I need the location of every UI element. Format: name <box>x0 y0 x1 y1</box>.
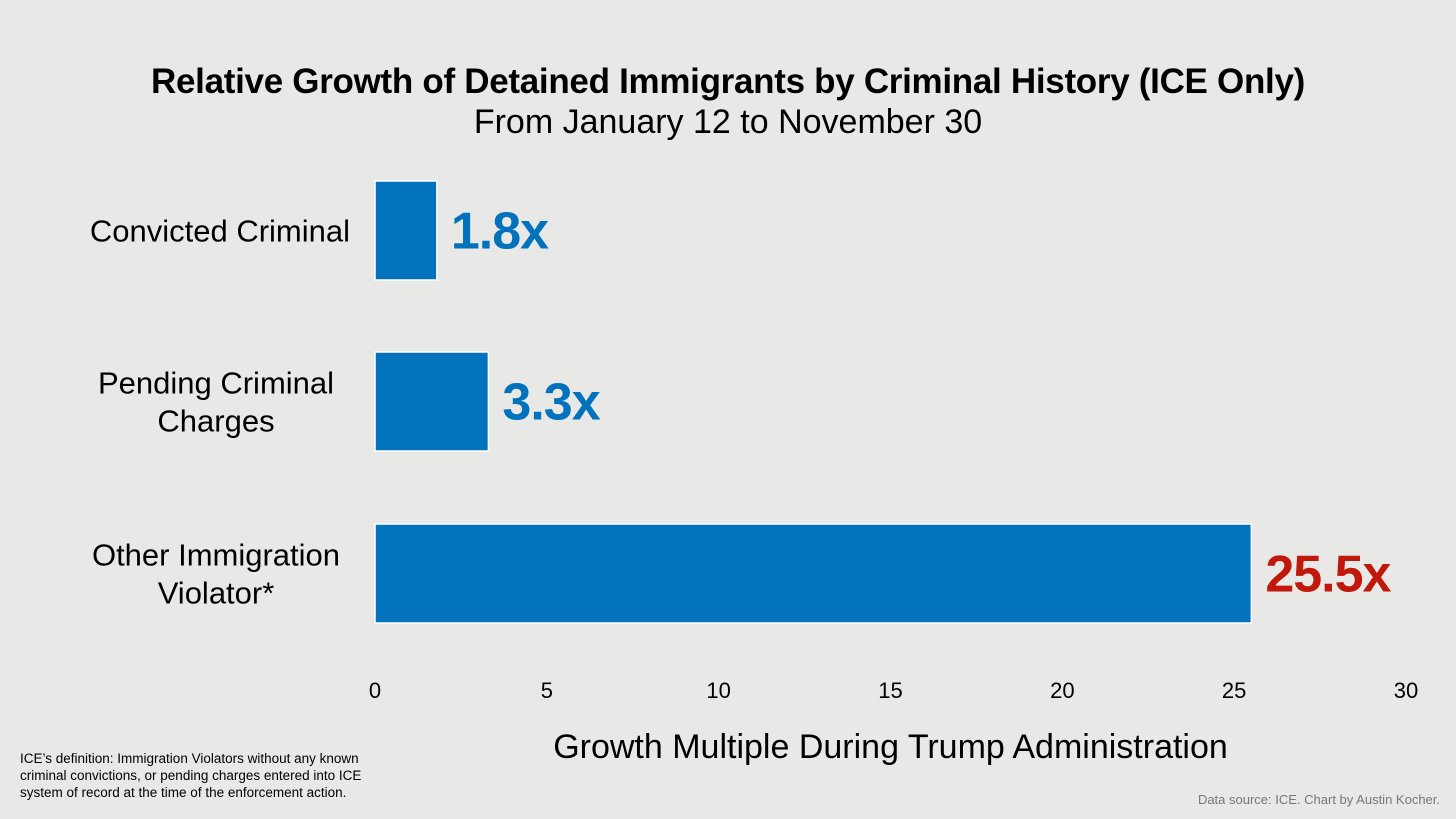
bar <box>374 351 490 452</box>
chart-title: Relative Growth of Detained Immigrants b… <box>151 62 1305 101</box>
x-tick-label: 10 <box>706 678 730 703</box>
category-label: Violator* <box>158 576 275 611</box>
category-label: Pending Criminal <box>98 366 334 401</box>
x-tick-label: 30 <box>1394 678 1418 703</box>
value-label: 1.8x <box>451 203 549 261</box>
chart-subtitle: From January 12 to November 30 <box>473 103 983 141</box>
category-label: Charges <box>157 404 274 439</box>
x-tick-label: 5 <box>541 678 553 703</box>
x-tick-label: 25 <box>1222 678 1246 703</box>
bar <box>374 180 438 281</box>
x-tick-label: 20 <box>1050 678 1074 703</box>
value-label: 25.5x <box>1265 546 1391 604</box>
value-label: 3.3x <box>502 374 600 432</box>
data-source: Data source: ICE. Chart by Austin Kocher… <box>1197 792 1440 807</box>
footnote: ICE’s definition: Immigration Violators … <box>20 751 362 800</box>
bar <box>374 523 1253 624</box>
x-axis-label: Growth Multiple During Trump Administrat… <box>553 728 1228 766</box>
category-label: Convicted Criminal <box>90 214 350 249</box>
x-tick-label: 15 <box>878 678 902 703</box>
category-label: Other Immigration <box>92 538 340 573</box>
x-tick-label: 0 <box>369 678 381 703</box>
